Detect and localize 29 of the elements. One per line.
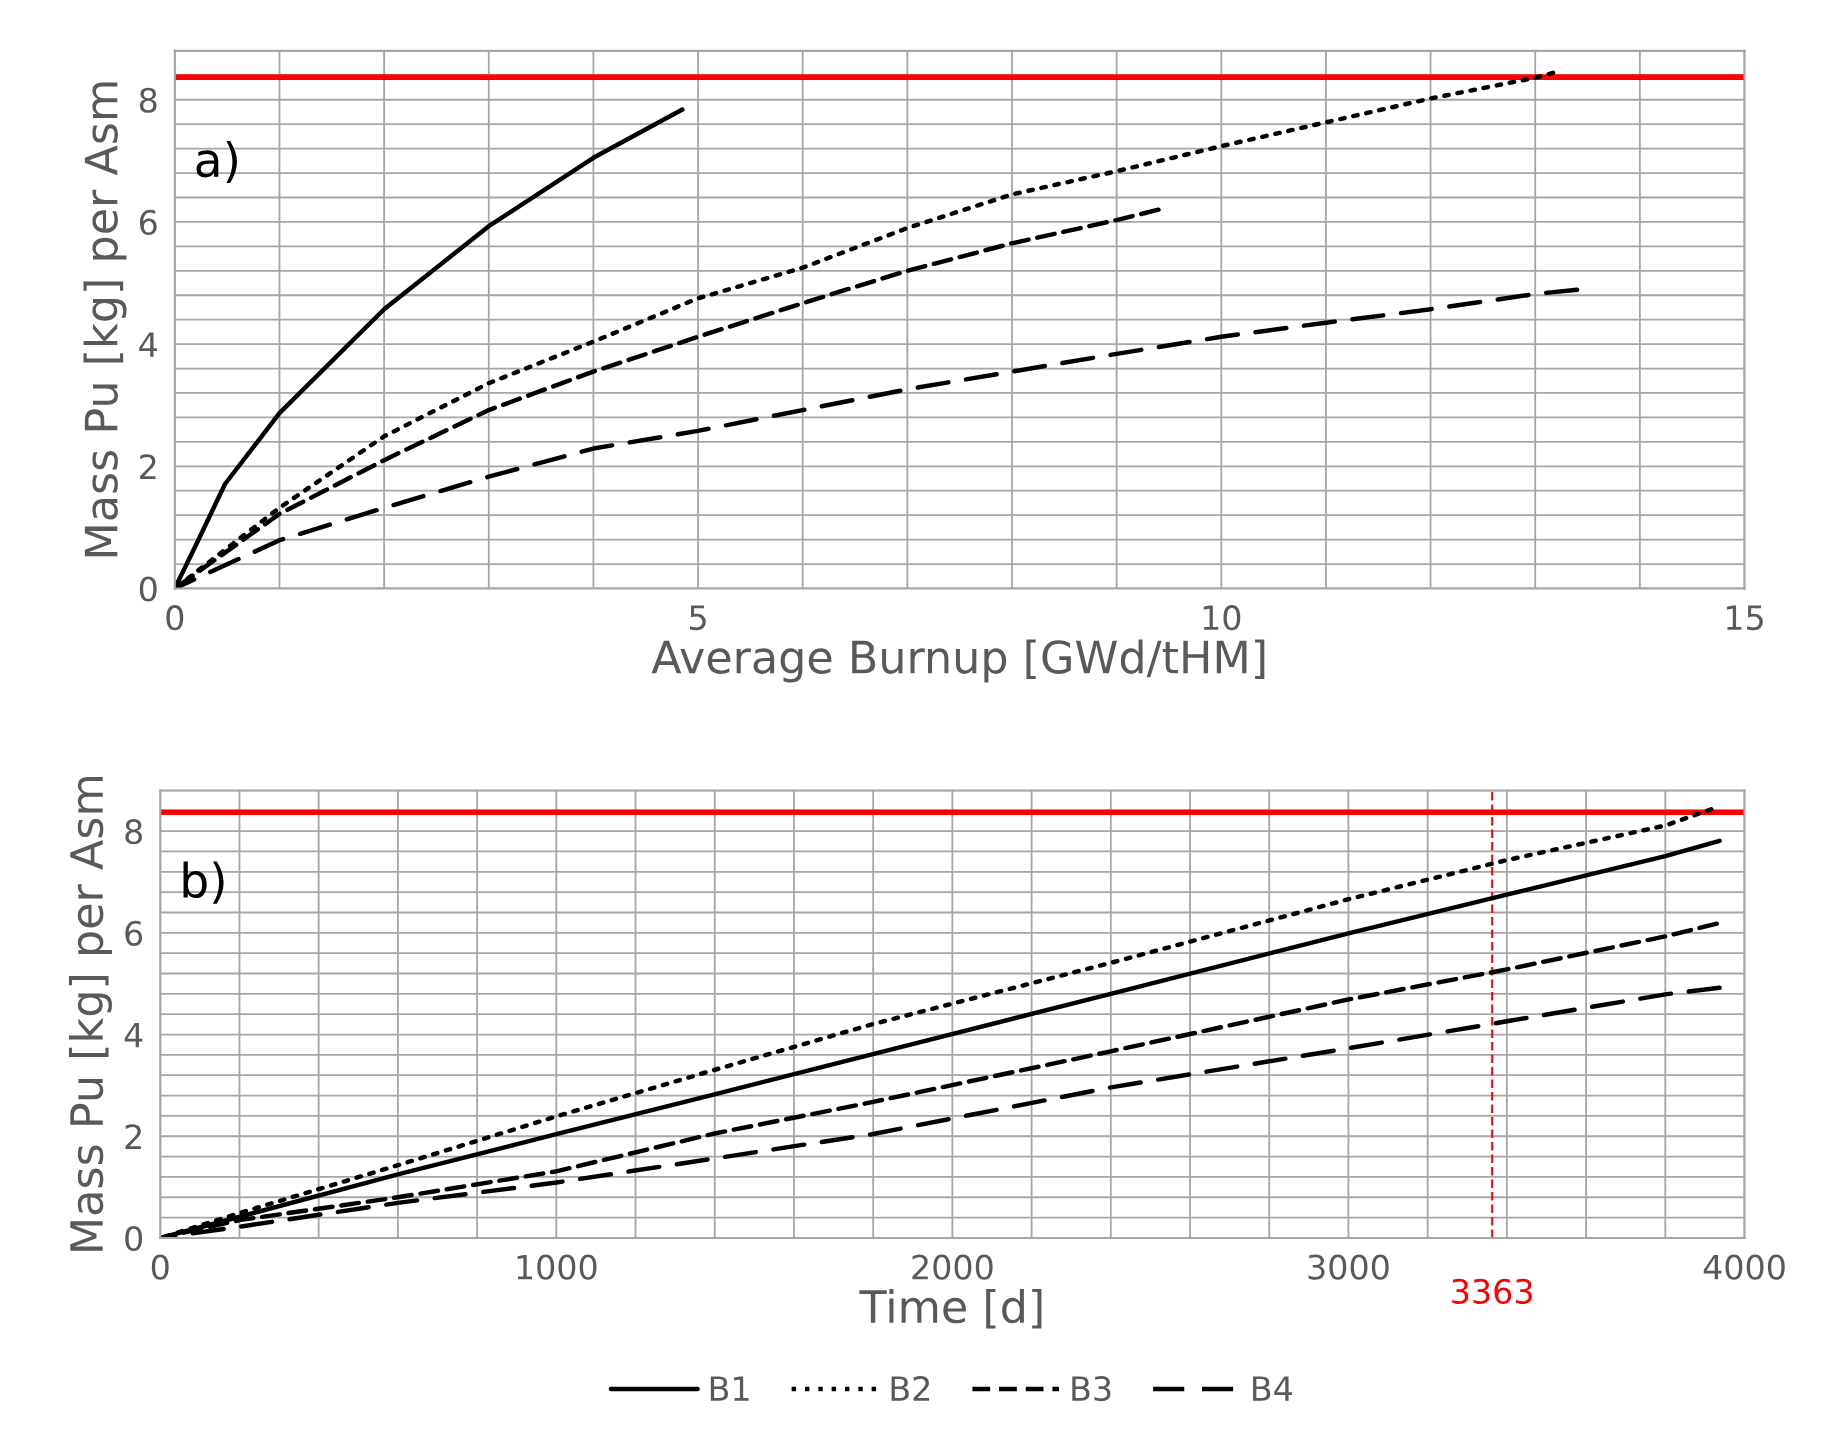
y-axis-title: Mass Pu [kg] per Asm [83, 82, 127, 557]
annotation: b) [183, 861, 224, 904]
legend-label: B2 [891, 1375, 930, 1401]
x-tick-label: 15 [1726, 605, 1763, 631]
x-tick-label: 4000 [1703, 1254, 1785, 1280]
x-axis-title: Time [d] [859, 1288, 1042, 1329]
y-tick-label: 0 [125, 1225, 143, 1252]
y-tick-label: 4 [139, 332, 157, 357]
y-tick-label: 2 [125, 1124, 141, 1149]
x-tick-label: 0 [166, 605, 184, 631]
y-tick-label: 6 [139, 209, 157, 236]
y-tick-label: 8 [125, 819, 142, 845]
x-tick-label: 1000 [517, 1254, 597, 1280]
x-tick-label: 2000 [912, 1254, 993, 1280]
y-tick-label: 6 [125, 920, 143, 946]
y-tick-label: 4 [124, 1022, 143, 1048]
legend-label: B3 [1072, 1375, 1111, 1402]
legend-label: B1 [710, 1376, 749, 1401]
y-tick-label: 0 [139, 576, 157, 602]
ref-line-label: 3363 [1452, 1278, 1532, 1305]
legend-label: B4 [1253, 1376, 1292, 1401]
x-tick-label: 3000 [1308, 1254, 1389, 1280]
y-tick-label: 2 [140, 454, 156, 479]
x-axis-title: Average Burnup [GWd/tHM] [651, 639, 1265, 683]
x-tick-label: 10 [1203, 605, 1241, 631]
x-tick-label: 5 [690, 605, 706, 631]
annotation: a) [196, 140, 237, 184]
y-axis-title: Mass Pu [kg] per Asm [68, 777, 112, 1251]
y-tick-label: 8 [139, 87, 157, 113]
